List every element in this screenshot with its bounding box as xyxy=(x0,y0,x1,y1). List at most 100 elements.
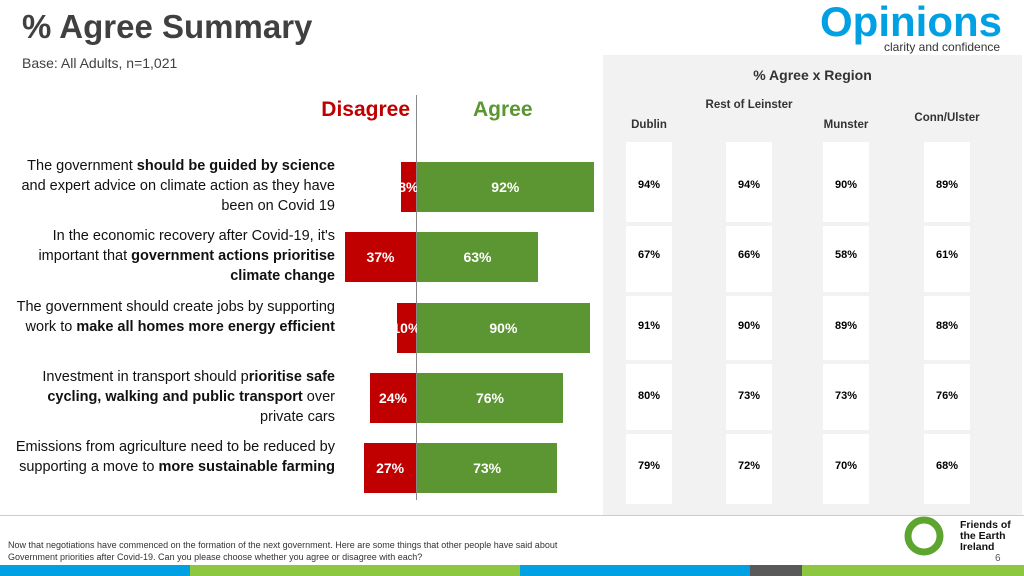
divider xyxy=(0,515,1024,516)
table-value: 70% xyxy=(834,460,858,472)
table-cell xyxy=(823,226,869,292)
strip xyxy=(750,565,802,576)
table-value: 94% xyxy=(737,179,761,191)
bar xyxy=(369,373,416,423)
axis-line xyxy=(416,95,417,500)
table-value: 94% xyxy=(637,179,661,191)
table-value: 72% xyxy=(737,460,761,472)
bar xyxy=(364,443,416,493)
table-value: 73% xyxy=(737,390,761,402)
table-cell xyxy=(823,142,869,222)
statement-part: Emissions from agriculture need to be re… xyxy=(15,439,335,475)
statement: Emissions from agriculture need to be re… xyxy=(12,437,335,477)
table-cell xyxy=(626,364,672,430)
table-value: 58% xyxy=(834,249,858,261)
table-value: 66% xyxy=(737,249,761,261)
column-header: Munster xyxy=(823,119,869,131)
table-cell xyxy=(924,142,970,222)
bar xyxy=(417,232,538,282)
table-cell xyxy=(626,226,672,292)
table-cell xyxy=(626,296,672,360)
statement-part: make all homes more energy efficient xyxy=(76,319,335,335)
bar xyxy=(417,162,594,212)
table-value: 73% xyxy=(834,390,858,402)
table-value: 61% xyxy=(935,249,959,261)
table-value: 90% xyxy=(834,179,858,191)
table-cell xyxy=(626,142,672,222)
table-cell xyxy=(823,364,869,430)
statement-part: government actions prioritise climate ch… xyxy=(131,248,335,284)
legend-label: Agree xyxy=(473,98,533,121)
table-cell xyxy=(726,142,772,222)
table-cell xyxy=(626,434,672,504)
table-value: 76% xyxy=(935,390,959,402)
statement-part: In the economic recovery after Covid-19,… xyxy=(38,228,335,264)
column-header: Dublin xyxy=(631,119,667,131)
table-value: 91% xyxy=(637,320,661,332)
data-label: 73% xyxy=(473,460,502,476)
table-value: 90% xyxy=(737,320,761,332)
statement-part: The government should create jobs by sup… xyxy=(16,299,335,335)
data-label: 63% xyxy=(463,249,492,265)
statement-part: over private cars xyxy=(260,389,335,425)
table-cell xyxy=(823,434,869,504)
strip xyxy=(802,565,1024,576)
statement-part: should be guided by science xyxy=(136,158,335,174)
logo: Opinions xyxy=(820,0,1002,45)
table-title: % Agree x Region xyxy=(753,67,872,83)
column-header: Conn/Ulster xyxy=(914,112,980,124)
bar xyxy=(417,303,590,353)
data-label: 92% xyxy=(491,179,520,195)
data-label: 10% xyxy=(392,320,421,336)
statement-part: rioritise safe cycling, walking and publ… xyxy=(47,369,335,405)
table-value: 68% xyxy=(935,460,959,472)
partner-logo-mark xyxy=(904,516,944,556)
statement-part: more sustainable farming xyxy=(158,459,335,475)
bar xyxy=(344,232,416,282)
subtitle: Base: All Adults, n=1,021 xyxy=(22,55,178,71)
table-cell xyxy=(823,296,869,360)
legend-label: Disagree xyxy=(321,98,410,121)
table-cell xyxy=(726,226,772,292)
table-value: 89% xyxy=(935,179,959,191)
bar xyxy=(417,373,563,423)
table-value: 79% xyxy=(637,460,661,472)
bar xyxy=(417,443,558,493)
statement: The government should be guided by scien… xyxy=(12,156,335,216)
table-cell xyxy=(924,226,970,292)
table-cell xyxy=(924,434,970,504)
table-cell xyxy=(726,434,772,504)
data-label: 37% xyxy=(366,249,395,265)
strip xyxy=(190,565,520,576)
statement: In the economic recovery after Covid-19,… xyxy=(12,226,335,286)
statement: The government should create jobs by sup… xyxy=(12,297,335,337)
statement-part: Investment in transport should p xyxy=(42,369,249,385)
statement: Investment in transport should prioritis… xyxy=(12,367,335,427)
page-number: 6 xyxy=(995,553,1001,564)
statement-part: The government xyxy=(27,158,137,174)
data-label: 76% xyxy=(475,390,504,406)
table-value: 88% xyxy=(935,320,959,332)
table-cell xyxy=(726,364,772,430)
table-cell xyxy=(726,296,772,360)
strip xyxy=(520,565,750,576)
table-value: 89% xyxy=(834,320,858,332)
partner: Friends of the Earth Ireland xyxy=(960,519,1011,553)
statement-part: and expert advice on climate action as t… xyxy=(21,178,335,214)
table-cell xyxy=(924,364,970,430)
footnote: Now that negotiations have commenced on … xyxy=(8,540,558,562)
bar xyxy=(400,162,416,212)
table-cell xyxy=(924,296,970,360)
table-value: 80% xyxy=(637,390,661,402)
strip xyxy=(0,565,190,576)
title: % Agree Summary xyxy=(22,8,313,45)
data-label: 8% xyxy=(398,179,419,195)
column-header: Rest of Leinster xyxy=(705,99,793,111)
table-value: 67% xyxy=(637,249,661,261)
bar xyxy=(396,303,416,353)
data-label: 27% xyxy=(376,460,405,476)
tagline: clarity and confidence xyxy=(884,40,1001,54)
data-label: 90% xyxy=(489,320,518,336)
data-label: 24% xyxy=(378,390,407,406)
